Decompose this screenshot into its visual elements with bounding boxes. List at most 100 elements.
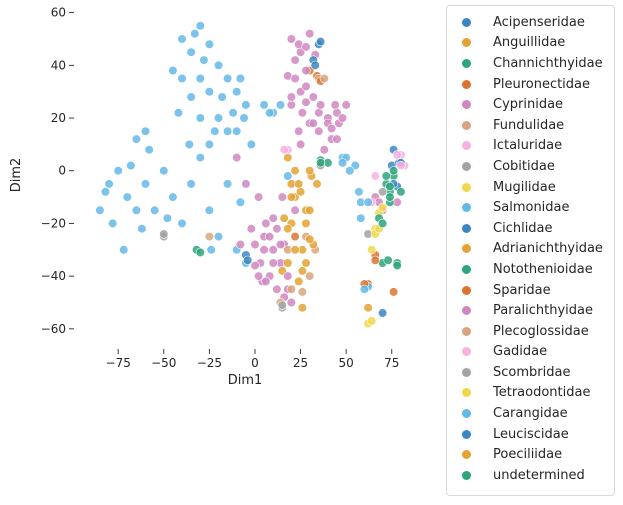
legend-marker-icon xyxy=(461,469,472,481)
data-point xyxy=(150,205,160,215)
legend-item: Gadidae xyxy=(447,342,614,363)
data-point xyxy=(159,229,169,239)
data-point xyxy=(261,276,271,287)
legend-marker-icon xyxy=(461,284,472,296)
y-tick-label: 20 xyxy=(51,111,66,125)
legend-marker-icon xyxy=(461,57,472,69)
y-tick-label: −60 xyxy=(41,322,66,336)
data-point xyxy=(301,258,311,268)
data-point xyxy=(168,192,178,202)
data-point xyxy=(250,261,260,271)
data-point xyxy=(363,197,373,207)
legend-marker-icon xyxy=(461,78,472,90)
data-point xyxy=(162,213,172,223)
legend-item: Ictaluridae xyxy=(447,136,614,157)
data-point xyxy=(140,179,151,189)
data-point xyxy=(241,100,251,110)
x-tick-label: 50 xyxy=(339,356,354,370)
data-point xyxy=(283,271,293,281)
data-point xyxy=(319,73,329,84)
data-point xyxy=(283,258,293,268)
data-point xyxy=(345,166,355,176)
data-point xyxy=(290,205,300,215)
data-point xyxy=(296,187,306,197)
data-point xyxy=(286,34,297,44)
legend-item: Salmonidae xyxy=(447,197,614,218)
legend-marker-icon xyxy=(461,37,472,49)
y-axis-label: Dim2 xyxy=(9,158,24,193)
legend-item: Fundulidae xyxy=(447,115,614,136)
legend-label: Mugilidae xyxy=(493,179,556,195)
data-point xyxy=(186,47,196,57)
data-point xyxy=(283,171,293,181)
data-point xyxy=(210,126,220,136)
x-tick-label: 25 xyxy=(293,356,308,370)
legend-marker-icon xyxy=(461,428,472,440)
data-point xyxy=(122,192,132,202)
legend-label: Gadidae xyxy=(493,344,548,360)
legend-item: Mugilidae xyxy=(447,177,614,198)
data-point xyxy=(286,92,297,102)
legend-label: Anguillidae xyxy=(493,35,566,51)
data-point xyxy=(378,218,388,228)
data-point xyxy=(305,271,315,281)
data-point xyxy=(378,308,388,318)
data-point xyxy=(314,108,324,118)
data-point xyxy=(305,234,315,244)
y-tick-label: −40 xyxy=(41,269,66,283)
data-point xyxy=(396,160,406,171)
data-point xyxy=(297,266,308,276)
data-point xyxy=(173,108,183,118)
legend-label: Cyprinidae xyxy=(493,97,564,113)
y-tick-label: 60 xyxy=(51,6,66,20)
data-point xyxy=(195,153,205,163)
x-axis-label: Dim1 xyxy=(228,373,263,388)
legend-item: Cichlidae xyxy=(447,218,614,239)
legend-label: Channichthyidae xyxy=(493,55,603,71)
x-tick-label: 0 xyxy=(251,356,259,370)
legend-marker-icon xyxy=(461,99,472,111)
data-point xyxy=(383,255,393,265)
legend-marker-icon xyxy=(461,16,472,28)
data-point xyxy=(223,126,233,136)
legend-marker-icon xyxy=(461,408,472,420)
legend-item: Cobitidae xyxy=(447,156,614,177)
data-point xyxy=(277,300,287,310)
data-point xyxy=(177,34,187,44)
data-point xyxy=(370,255,380,265)
data-point xyxy=(177,73,187,84)
legend-marker-icon xyxy=(461,160,472,172)
data-point xyxy=(305,205,315,215)
data-point xyxy=(301,42,311,52)
data-point xyxy=(286,297,297,308)
y-axis-ticks: −60 −40 −20 0 20 40 60 xyxy=(41,6,74,336)
legend-item: Notothenioidae xyxy=(447,259,614,280)
chart-legend: Acipenseridae Anguillidae Channichthyidae P… xyxy=(446,5,615,496)
scatter-chart: −60 −40 −20 0 20 40 60 −75 −50 −25 0 25 50 75 Dim1 D… xyxy=(9,6,410,388)
data-point xyxy=(367,316,377,326)
legend-marker-icon xyxy=(461,119,472,131)
data-point xyxy=(385,192,395,202)
data-point xyxy=(131,134,141,144)
data-point xyxy=(332,134,342,144)
data-point xyxy=(385,181,395,192)
legend-label: Plecoglossidae xyxy=(493,323,589,339)
legend-marker-icon xyxy=(461,140,472,152)
data-point xyxy=(195,247,205,257)
data-point xyxy=(301,81,311,91)
data-point xyxy=(246,139,256,149)
data-point xyxy=(265,232,275,242)
legend-item: Anguillidae xyxy=(447,33,614,54)
data-point xyxy=(330,100,340,110)
legend-item: Poeciliidae xyxy=(447,444,614,465)
data-point xyxy=(297,303,308,313)
legend-label: Scombridae xyxy=(493,364,571,380)
data-point xyxy=(305,166,315,176)
legend-item: Carangidae xyxy=(447,403,614,424)
data-point xyxy=(177,218,187,228)
data-point xyxy=(286,100,297,110)
data-point xyxy=(316,158,326,168)
data-points xyxy=(95,21,410,329)
data-point xyxy=(259,100,269,110)
data-point xyxy=(186,179,196,189)
